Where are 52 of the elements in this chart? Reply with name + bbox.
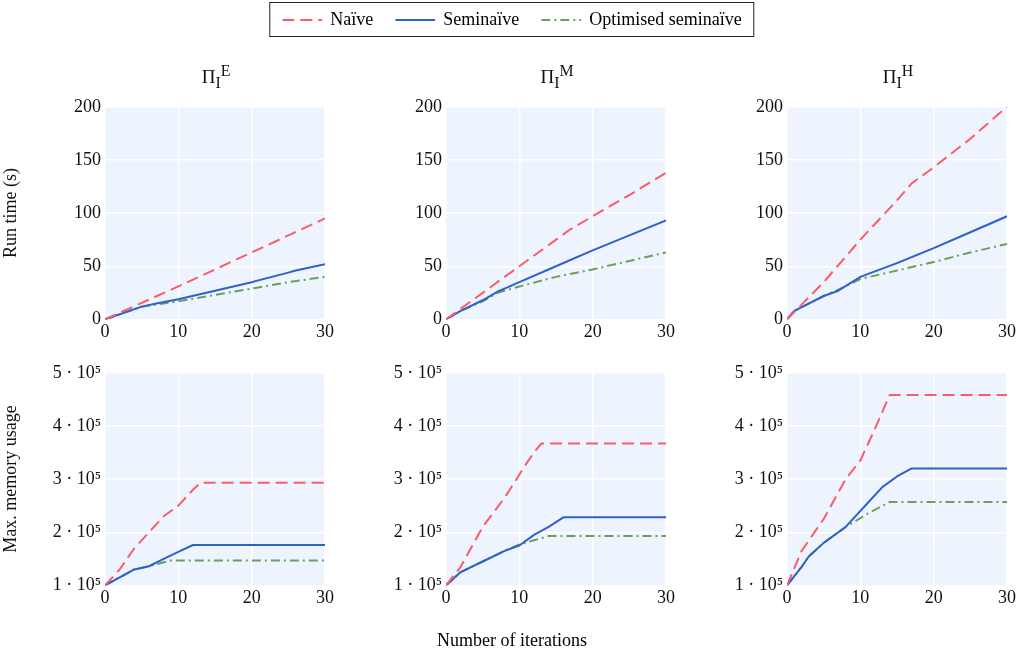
line-series <box>787 106 1007 320</box>
y-tick-label: 150 <box>74 148 101 169</box>
x-tick-label: 10 <box>169 320 188 341</box>
y-tick-label: 200 <box>756 95 783 116</box>
y-tick-label: 3 · 10⁵ <box>52 467 101 488</box>
y-tick-label: 3 · 10⁵ <box>734 467 783 488</box>
y-tick-label: 1 · 10⁵ <box>393 574 442 595</box>
x-tick-label: 20 <box>924 586 943 607</box>
x-tick-label: 10 <box>510 320 529 341</box>
y-tick-label: 2 · 10⁵ <box>393 520 442 541</box>
x-tick-label: 30 <box>657 586 675 607</box>
y-tick-label: 4 · 10⁵ <box>734 414 783 435</box>
y-tick-label: 4 · 10⁵ <box>52 414 101 435</box>
x-tick-label: 30 <box>998 586 1016 607</box>
x-tick-label: 20 <box>583 586 602 607</box>
y-tick-label: 2 · 10⁵ <box>734 520 783 541</box>
x-tick-label: 30 <box>316 320 334 341</box>
y-tick-label: 4 · 10⁵ <box>393 414 442 435</box>
y-tick-label: 200 <box>74 95 101 116</box>
legend-label: Optimised seminaïve <box>589 9 742 30</box>
y-tick-label: 50 <box>424 254 442 275</box>
y-tick-label: 2 · 10⁵ <box>52 520 101 541</box>
legend-label: Naïve <box>330 9 374 30</box>
x-tick-label: 20 <box>242 586 261 607</box>
y-tick-label: 5 · 10⁵ <box>52 361 101 382</box>
y-tick-label: 150 <box>756 148 783 169</box>
y-tick-label: 3 · 10⁵ <box>393 467 442 488</box>
x-tick-label: 10 <box>169 586 188 607</box>
y-tick-label: 100 <box>415 201 442 222</box>
x-tick-label: 10 <box>510 586 529 607</box>
y-tick-label: 100 <box>74 201 101 222</box>
x-tick-label: 30 <box>998 320 1016 341</box>
x-tick-label: 30 <box>657 320 675 341</box>
y-tick-label: 1 · 10⁵ <box>734 574 783 595</box>
y-tick-label: 200 <box>415 95 442 116</box>
x-tick-label: 20 <box>242 320 261 341</box>
x-tick-label: 10 <box>851 586 870 607</box>
x-axis-title: Number of iterations <box>436 630 588 651</box>
y-axis-title: Max. memory usage <box>0 405 20 553</box>
x-tick-label: 30 <box>316 586 334 607</box>
y-tick-label: 50 <box>83 254 101 275</box>
x-tick-label: 20 <box>924 320 943 341</box>
y-tick-label: 5 · 10⁵ <box>734 361 783 382</box>
y-tick-label: 1 · 10⁵ <box>52 574 101 595</box>
y-tick-label: 150 <box>415 148 442 169</box>
y-tick-label: 50 <box>765 254 783 275</box>
y-axis-title: Run time (s) <box>0 168 21 259</box>
x-tick-label: 10 <box>851 320 870 341</box>
y-tick-label: 100 <box>756 201 783 222</box>
x-tick-label: 20 <box>583 320 602 341</box>
y-tick-label: 5 · 10⁵ <box>393 361 442 382</box>
legend-label: Seminaïve <box>443 9 520 30</box>
